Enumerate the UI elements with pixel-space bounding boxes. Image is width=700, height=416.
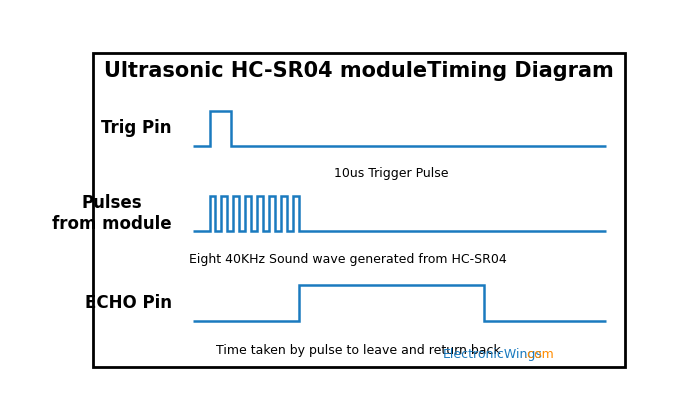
Text: Eight 40KHz Sound wave generated from HC-SR04: Eight 40KHz Sound wave generated from HC… <box>189 253 507 266</box>
Text: Trig Pin: Trig Pin <box>101 119 172 137</box>
Text: 10us Trigger Pulse: 10us Trigger Pulse <box>334 167 449 180</box>
Text: Time taken by pulse to leave and return back: Time taken by pulse to leave and return … <box>216 344 501 357</box>
Text: ECHO Pin: ECHO Pin <box>85 294 172 312</box>
Text: Pulses
from module: Pulses from module <box>52 194 172 233</box>
Text: Ultrasonic HC-SR04 moduleTiming Diagram: Ultrasonic HC-SR04 moduleTiming Diagram <box>104 61 614 81</box>
Text: .com: .com <box>523 348 554 361</box>
Text: ElectronicWings: ElectronicWings <box>443 348 542 361</box>
